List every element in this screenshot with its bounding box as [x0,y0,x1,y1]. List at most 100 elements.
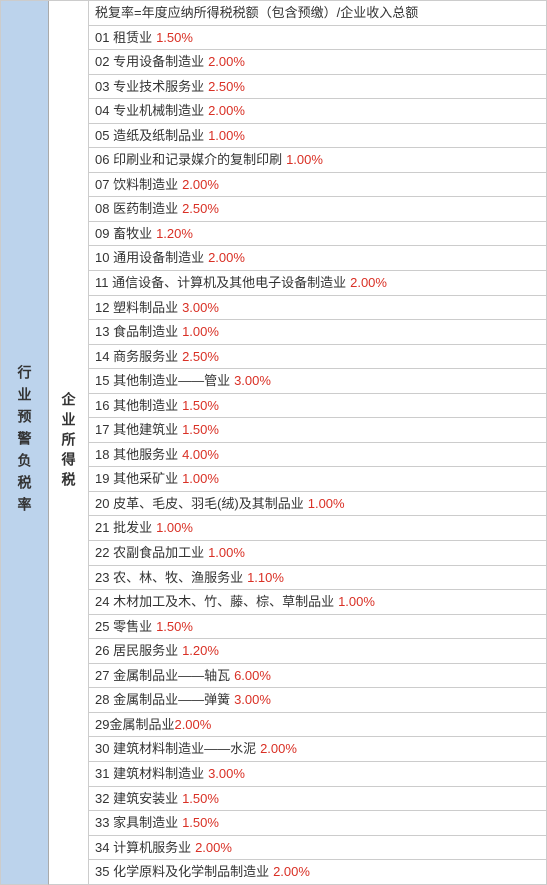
row-rate: 6.00% [234,667,271,685]
row-rate: 1.00% [182,323,219,341]
table-row: 32 建筑安装业1.50% [89,787,547,812]
row-rate: 1.10% [247,569,284,587]
table-row: 04 专业机械制造业2.00% [89,99,547,124]
table-row: 14 商务服务业2.50% [89,345,547,370]
table-row: 12 塑料制品业3.00% [89,296,547,321]
row-rate: 2.00% [208,102,245,120]
row-label: 22 农副食品加工业 [95,544,204,562]
row-rate: 3.00% [208,765,245,783]
row-rate: 2.00% [260,740,297,758]
left-column-header: 行业预警负税率 [1,1,49,885]
table-row: 19 其他采矿业1.00% [89,467,547,492]
row-rate: 2.00% [174,716,211,734]
row-rate: 1.20% [182,642,219,660]
row-rate: 1.20% [156,225,193,243]
row-rate: 4.00% [182,446,219,464]
table-row: 30 建筑材料制造业——水泥2.00% [89,737,547,762]
row-rate: 1.50% [182,790,219,808]
table-row: 06 印刷业和记录媒介的复制印刷1.00% [89,148,547,173]
row-rate: 1.50% [182,814,219,832]
table-row: 29金属制品业2.00% [89,713,547,738]
left-column-label: 行业预警负税率 [15,365,35,519]
row-label: 12 塑料制品业 [95,299,178,317]
table-row: 22 农副食品加工业1.00% [89,541,547,566]
table-row: 23 农、林、牧、渔服务业1.10% [89,566,547,591]
table-row: 26 居民服务业1.20% [89,639,547,664]
row-label: 15 其他制造业——管业 [95,372,230,390]
row-label: 17 其他建筑业 [95,421,178,439]
row-rate: 1.00% [286,151,323,169]
table-row: 05 造纸及纸制品业1.00% [89,124,547,149]
row-rate: 1.50% [182,397,219,415]
row-rate: 1.00% [208,544,245,562]
row-label: 09 畜牧业 [95,225,152,243]
table-row: 15 其他制造业——管业3.00% [89,369,547,394]
table-row: 10 通用设备制造业2.00% [89,246,547,271]
mid-column-label: 企业所得税 [59,392,79,492]
table-row: 02 专用设备制造业2.00% [89,50,547,75]
row-label: 13 食品制造业 [95,323,178,341]
table-row: 28 金属制品业——弹簧3.00% [89,688,547,713]
table-row: 13 食品制造业1.00% [89,320,547,345]
row-label: 06 印刷业和记录媒介的复制印刷 [95,151,282,169]
row-rate: 3.00% [234,372,271,390]
table-row: 11 通信设备、计算机及其他电子设备制造业2.00% [89,271,547,296]
row-label: 24 木材加工及木、竹、藤、棕、草制品业 [95,593,334,611]
row-label: 07 饮料制造业 [95,176,178,194]
table-row: 20 皮革、毛皮、羽毛(绒)及其制品业1.00% [89,492,547,517]
row-rate: 1.00% [156,519,193,537]
table-row: 25 零售业1.50% [89,615,547,640]
table-row: 18 其他服务业4.00% [89,443,547,468]
row-label: 19 其他采矿业 [95,470,178,488]
row-label: 30 建筑材料制造业——水泥 [95,740,256,758]
table-row: 31 建筑材料制造业3.00% [89,762,547,787]
row-rate: 2.00% [182,176,219,194]
row-rate: 3.00% [182,299,219,317]
row-label: 16 其他制造业 [95,397,178,415]
table-row: 24 木材加工及木、竹、藤、棕、草制品业1.00% [89,590,547,615]
row-label: 23 农、林、牧、渔服务业 [95,569,243,587]
row-rate: 1.00% [308,495,345,513]
table-row: 16 其他制造业1.50% [89,394,547,419]
row-label: 11 通信设备、计算机及其他电子设备制造业 [95,274,346,292]
row-rate: 2.00% [273,863,310,881]
row-label: 35 化学原料及化学制品制造业 [95,863,269,881]
tax-rate-table: 行业预警负税率 企业所得税 税复率=年度应纳所得税税额（包含预缴）/企业收入总额… [0,0,547,885]
table-row: 35 化学原料及化学制品制造业2.00% [89,860,547,885]
row-rate: 2.00% [195,839,232,857]
mid-column-header: 企业所得税 [49,1,89,885]
row-label: 29金属制品业 [95,716,174,734]
formula-row: 税复率=年度应纳所得税税额（包含预缴）/企业收入总额 [89,1,547,26]
row-label: 03 专业技术服务业 [95,78,204,96]
row-label: 18 其他服务业 [95,446,178,464]
row-label: 31 建筑材料制造业 [95,765,204,783]
row-label: 28 金属制品业——弹簧 [95,691,230,709]
row-rate: 1.00% [208,127,245,145]
table-row: 33 家具制造业1.50% [89,811,547,836]
row-rate: 1.00% [338,593,375,611]
row-label: 20 皮革、毛皮、羽毛(绒)及其制品业 [95,495,304,513]
table-row: 08 医药制造业2.50% [89,197,547,222]
data-column: 税复率=年度应纳所得税税额（包含预缴）/企业收入总额 01 租赁业1.50%02… [89,1,547,885]
row-label: 04 专业机械制造业 [95,102,204,120]
row-label: 08 医药制造业 [95,200,178,218]
row-rate: 1.50% [156,29,193,47]
row-rate: 2.00% [350,274,387,292]
table-row: 09 畜牧业1.20% [89,222,547,247]
row-rate: 1.50% [156,618,193,636]
row-label: 01 租赁业 [95,29,152,47]
table-row: 01 租赁业1.50% [89,26,547,51]
table-row: 07 饮料制造业2.00% [89,173,547,198]
table-row: 34 计算机服务业2.00% [89,836,547,861]
row-rate: 3.00% [234,691,271,709]
row-label: 26 居民服务业 [95,642,178,660]
table-row: 27 金属制品业——轴瓦6.00% [89,664,547,689]
row-rate: 2.50% [182,200,219,218]
row-rate: 1.00% [182,470,219,488]
row-label: 33 家具制造业 [95,814,178,832]
row-label: 25 零售业 [95,618,152,636]
table-row: 17 其他建筑业1.50% [89,418,547,443]
table-row: 21 批发业1.00% [89,516,547,541]
row-label: 21 批发业 [95,519,152,537]
row-rate: 2.50% [182,348,219,366]
